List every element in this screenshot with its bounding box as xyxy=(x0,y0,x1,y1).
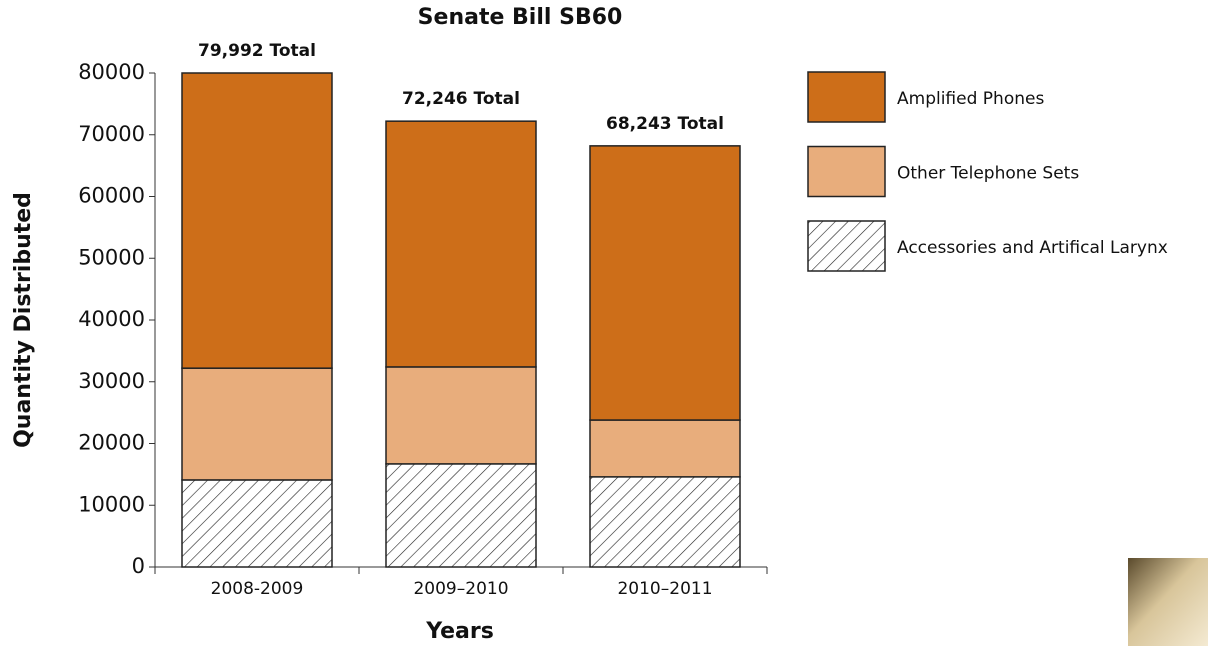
y-tick-label: 0 xyxy=(132,554,145,578)
x-tick-label: 2009–2010 xyxy=(413,579,508,599)
bar-segment xyxy=(589,419,741,478)
corner-image xyxy=(1128,558,1208,646)
bar-segment xyxy=(385,463,537,568)
bar-segment xyxy=(385,366,537,465)
bar-segment xyxy=(181,367,333,481)
bar-segment xyxy=(181,479,333,568)
y-tick-label: 10000 xyxy=(78,492,145,516)
bar-segment xyxy=(589,145,741,421)
total-label: 79,992 Total xyxy=(198,41,316,61)
legend-label: Other Telephone Sets xyxy=(897,164,1079,184)
y-tick-label: 30000 xyxy=(78,369,145,393)
legend-swatch xyxy=(807,71,886,123)
y-tick-label: 40000 xyxy=(78,307,145,331)
legend-swatch xyxy=(807,220,886,272)
bar-segment xyxy=(385,120,537,368)
y-tick-label: 80000 xyxy=(78,60,145,84)
y-axis-label: Quantity Distributed xyxy=(11,192,36,448)
x-axis-label: Years xyxy=(425,619,494,644)
legend-label: Accessories and Artifical Larynx xyxy=(897,238,1168,258)
x-tick-label: 2008-2009 xyxy=(211,579,304,599)
bar-segment xyxy=(589,476,741,568)
total-label: 68,243 Total xyxy=(606,114,724,134)
chart-title: Senate Bill SB60 xyxy=(418,5,623,30)
legend-label: Amplified Phones xyxy=(897,89,1044,109)
bar-segment xyxy=(181,72,333,369)
y-tick-label: 50000 xyxy=(78,245,145,269)
total-label: 72,246 Total xyxy=(402,89,520,109)
legend-swatch xyxy=(807,145,886,198)
x-tick-label: 2010–2011 xyxy=(617,579,712,599)
y-tick-label: 70000 xyxy=(78,122,145,146)
y-tick-label: 60000 xyxy=(78,184,145,208)
y-tick-label: 20000 xyxy=(78,431,145,455)
